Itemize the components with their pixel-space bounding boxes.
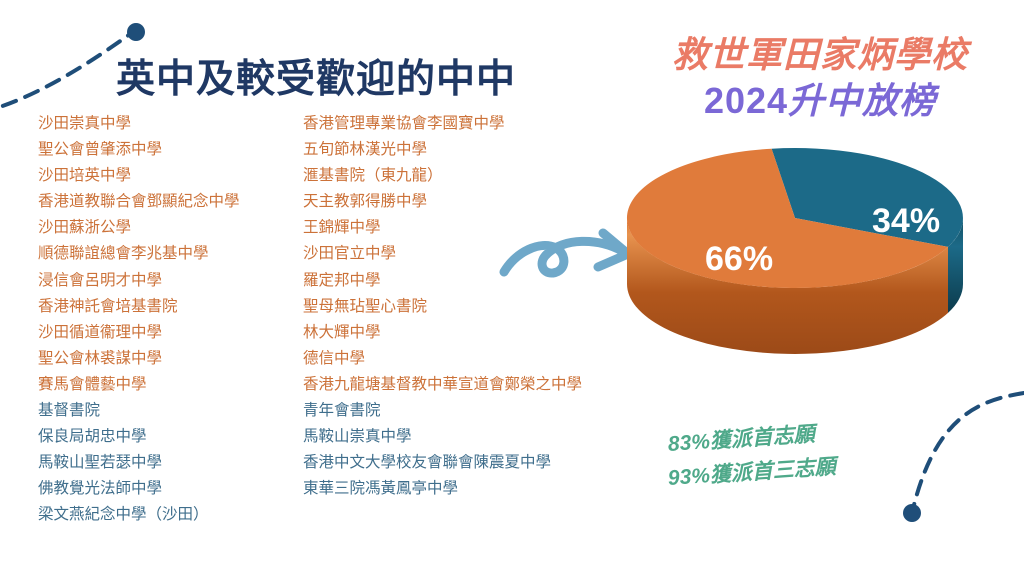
svg-text:66%: 66% [705, 240, 773, 278]
svg-text:34%: 34% [872, 202, 940, 240]
